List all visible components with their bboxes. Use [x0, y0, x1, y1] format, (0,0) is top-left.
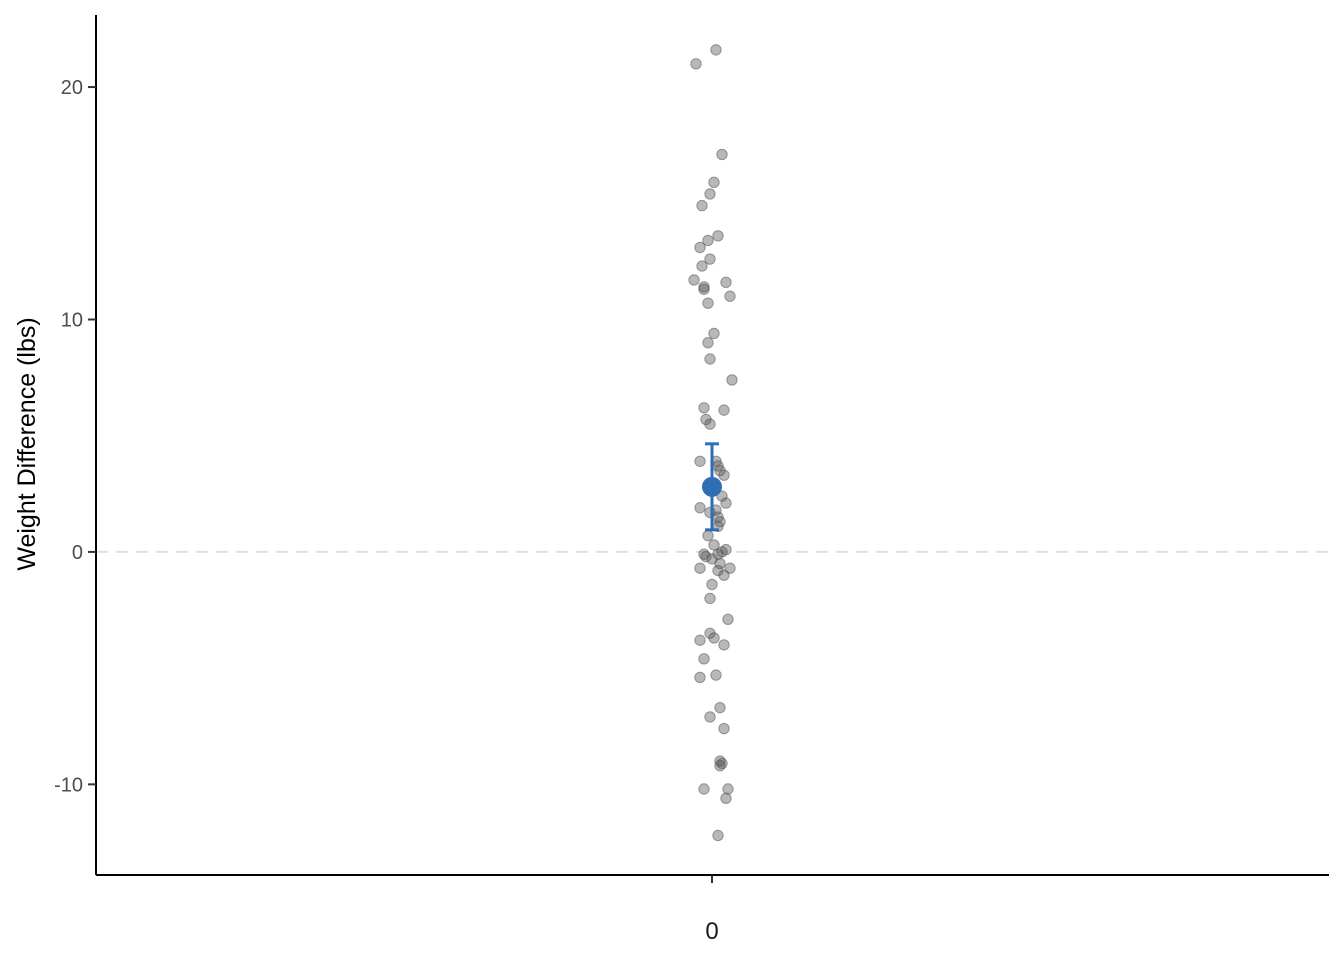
data-point — [708, 176, 720, 189]
data-point — [702, 234, 714, 247]
data-point — [690, 58, 702, 70]
data-point — [714, 557, 726, 570]
x-tick-label: 0 — [705, 918, 718, 945]
data-point — [704, 353, 716, 365]
data-point — [696, 199, 708, 212]
data-point — [714, 701, 726, 714]
data-point — [726, 374, 738, 386]
data-point — [708, 632, 720, 644]
data-point — [704, 418, 716, 430]
data-point — [704, 711, 716, 723]
data-point — [712, 829, 724, 842]
y-tick-label: 0 — [72, 542, 83, 564]
mean-point — [702, 476, 722, 497]
data-point — [694, 634, 706, 646]
data-point — [702, 337, 714, 349]
data-point — [700, 550, 712, 563]
data-point — [694, 671, 706, 684]
data-point — [708, 539, 720, 551]
data-point — [710, 44, 722, 56]
data-point — [704, 253, 716, 265]
data-point — [720, 497, 732, 509]
data-point — [714, 760, 726, 772]
data-point — [720, 792, 732, 804]
data-point — [718, 469, 730, 481]
data-point — [698, 283, 710, 295]
data-point — [694, 455, 706, 467]
data-point — [718, 722, 730, 735]
axes: Weight Difference (lbs) -10 0 10 20 0 — [13, 15, 1329, 945]
data-point — [704, 592, 716, 605]
data-point — [722, 783, 734, 795]
data-point — [698, 653, 710, 665]
data-point — [694, 241, 706, 254]
data-point — [724, 290, 736, 302]
data-point — [718, 569, 730, 581]
data-point — [722, 613, 734, 626]
data-point — [718, 404, 730, 416]
data-point — [702, 297, 714, 309]
data-point — [708, 327, 720, 340]
data-point — [698, 402, 710, 414]
y-tick-label: 20 — [61, 77, 83, 99]
data-point — [694, 562, 706, 574]
data-point — [698, 783, 710, 795]
data-point — [694, 502, 706, 514]
y-tick-label: -10 — [54, 774, 83, 796]
data-point — [696, 260, 708, 272]
y-tick-label: 10 — [61, 309, 83, 331]
y-axis-title: Weight Difference (lbs) — [13, 317, 41, 570]
data-point — [702, 529, 714, 542]
data-point — [688, 274, 700, 286]
data-point — [710, 669, 722, 681]
data-point — [706, 578, 718, 591]
plot-area — [96, 44, 1329, 842]
data-point — [712, 230, 724, 242]
data-point — [704, 188, 716, 200]
data-point — [720, 276, 732, 288]
data-point — [718, 639, 730, 651]
data-point — [716, 148, 728, 161]
